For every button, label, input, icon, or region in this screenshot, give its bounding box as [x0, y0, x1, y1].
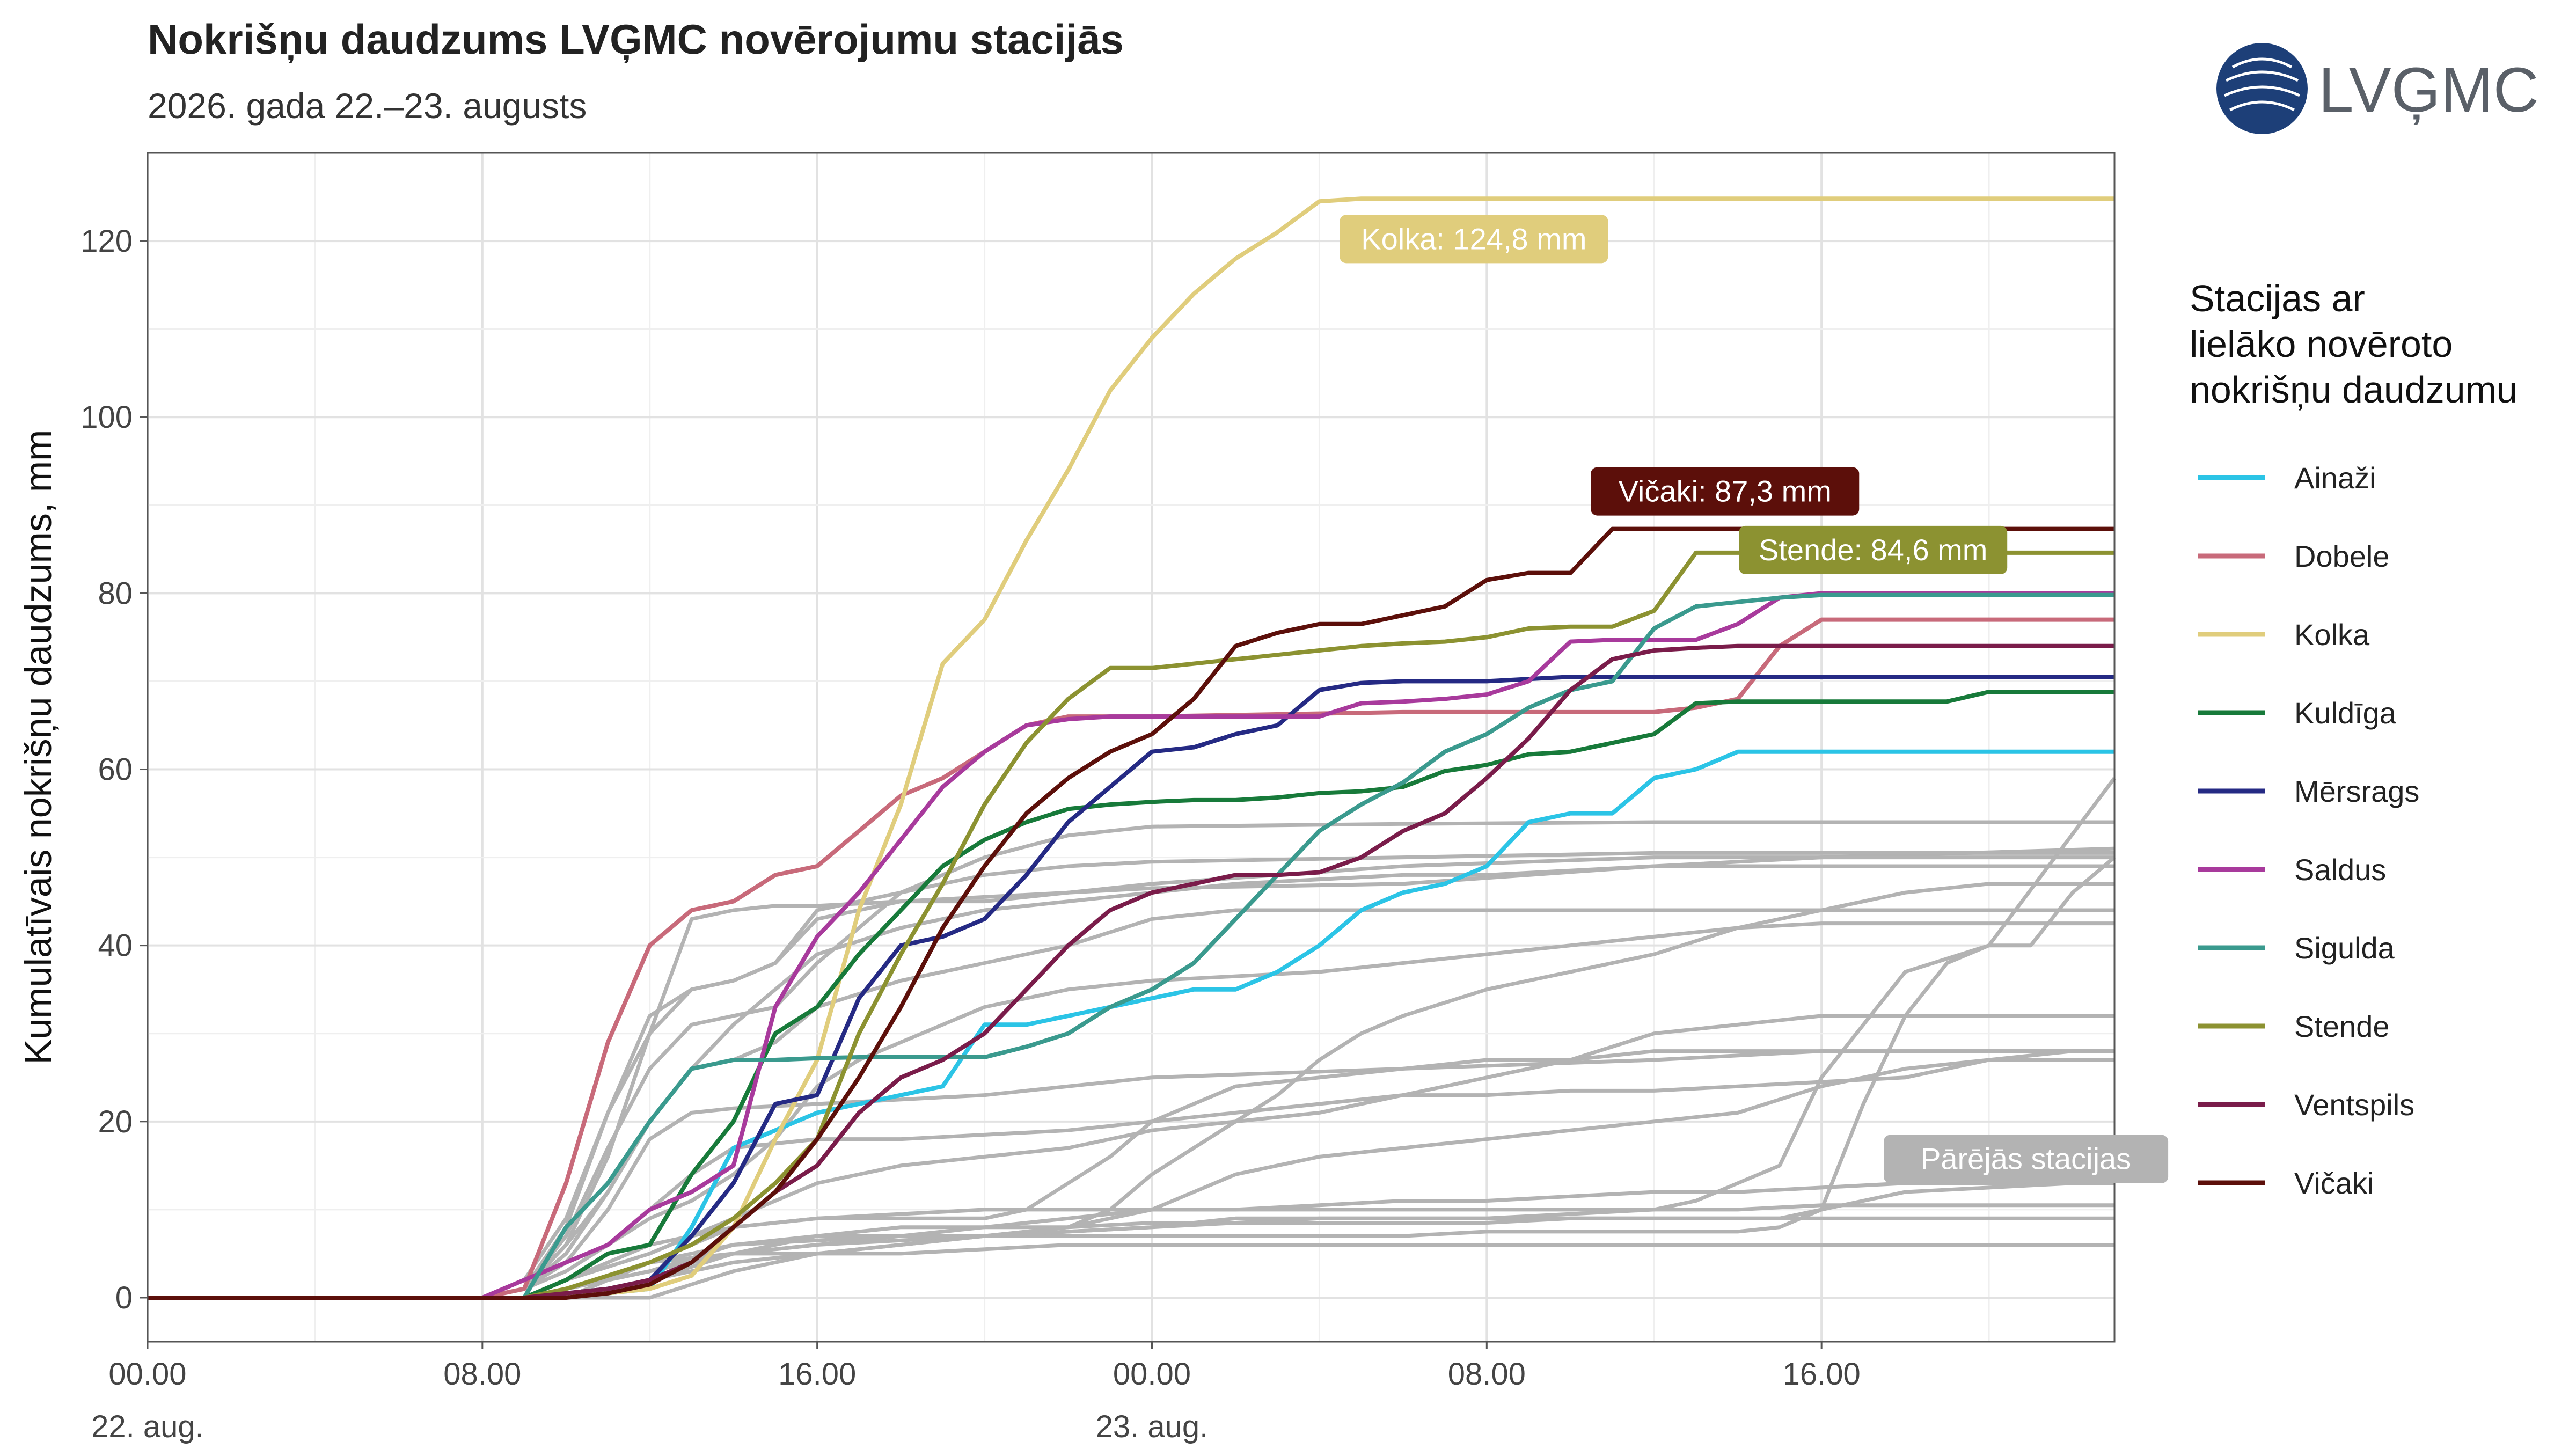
series-line: [148, 550, 2114, 1300]
x-tick-sublabel: 22. aug.: [91, 1409, 204, 1444]
y-tick-label: 80: [98, 576, 133, 611]
legend-label: Mērsrags: [2294, 774, 2419, 808]
y-tick-label: 120: [80, 224, 133, 259]
legend-label: Vičaki: [2294, 1166, 2374, 1200]
other-station-line: [148, 1049, 2114, 1300]
other-station-line: [148, 1049, 2114, 1300]
series-line: [148, 526, 2114, 1300]
legend-label: Dobele: [2294, 539, 2389, 573]
y-tick-label: 0: [115, 1280, 133, 1315]
series-line: [148, 617, 2114, 1300]
y-axis: 0 20 40 60 80 100 120: [80, 224, 148, 1315]
x-tick-label: 16.00: [778, 1357, 856, 1392]
chart-subtitle: 2026. gada 22.–23. augusts: [148, 86, 587, 126]
plot-border: [147, 152, 2116, 1343]
y-tick-label: 60: [98, 752, 133, 787]
legend-label: Ventspils: [2294, 1088, 2414, 1122]
other-station-line: [148, 1049, 2114, 1300]
annotations: Kolka: 124,8 mm Vičaki: 87,3 mm Stende: 84…: [1340, 215, 2169, 1183]
y-tick-label: 100: [80, 400, 133, 435]
series-line: [148, 749, 2114, 1300]
legend-label: Sigulda: [2294, 931, 2395, 965]
logo-wave-2: [2225, 70, 2299, 82]
logo-wave-1: [2231, 57, 2293, 69]
x-tick-label: 08.00: [1448, 1357, 1526, 1392]
legend-label: Kolka: [2294, 618, 2370, 652]
series-lines: [148, 196, 2114, 1300]
legend-label: Ainaži: [2294, 461, 2376, 495]
other-station-line: [148, 1181, 2114, 1300]
y-axis-title: Kumulatīvais nokrišņu daudzums, mm: [17, 430, 59, 1065]
y-tick-label: 20: [98, 1104, 133, 1139]
legend-title-line: Stacijas ar: [2190, 277, 2365, 319]
y-tick-label: 40: [98, 928, 133, 963]
chart-title: Nokrišņu daudzums LVĢMC novērojumu staci…: [148, 16, 1124, 63]
annotation-label: Kolka: 124,8 mm: [1361, 222, 1586, 255]
x-tick-label: 00.00: [1113, 1357, 1191, 1392]
logo-wave-3: [2223, 85, 2301, 97]
x-axis: 00.00 22. aug. 08.00 16.00 00.00 23. aug. 08.0…: [91, 1342, 1861, 1444]
other-station-line: [148, 851, 2114, 1300]
legend-label: Kuldīga: [2294, 696, 2397, 730]
annotation-box: [1591, 467, 1860, 516]
legend-title-line: nokrišņu daudzumu: [2190, 369, 2518, 411]
legend-label: Stende: [2294, 1009, 2390, 1043]
x-tick-label: 00.00: [108, 1357, 186, 1392]
series-line: [148, 690, 2114, 1300]
x-tick-label: 08.00: [443, 1357, 521, 1392]
x-tick-sublabel: 23. aug.: [1096, 1409, 1209, 1444]
legend-title-line: lielāko novēroto: [2190, 323, 2453, 365]
annotation-label: Pārējās stacijas: [1921, 1142, 2131, 1176]
x-tick-label: 16.00: [1783, 1357, 1861, 1392]
legend-label: Saldus: [2294, 853, 2386, 887]
other-stations-lines: [148, 777, 2116, 1300]
series-line: [148, 675, 2114, 1300]
other-station-line: [148, 864, 2114, 1300]
series-line: [148, 591, 2114, 1300]
logo: LVĢMC: [2216, 43, 2539, 134]
annotation-box: [1340, 215, 1608, 264]
series-line: [148, 196, 2114, 1300]
annotation-box: [1884, 1135, 2169, 1183]
other-station-line: [148, 921, 2114, 1300]
logo-wave-4: [2229, 100, 2295, 112]
other-station-line: [148, 908, 2114, 1300]
annotation-label: Stende: 84,6 mm: [1759, 533, 1987, 567]
logo-globe-icon: [2216, 43, 2308, 134]
logo-text: LVĢMC: [2318, 55, 2539, 126]
annotation-label: Vičaki: 87,3 mm: [1619, 474, 1832, 508]
plot-area: [148, 153, 2114, 1342]
annotation-box: [1739, 525, 2008, 574]
